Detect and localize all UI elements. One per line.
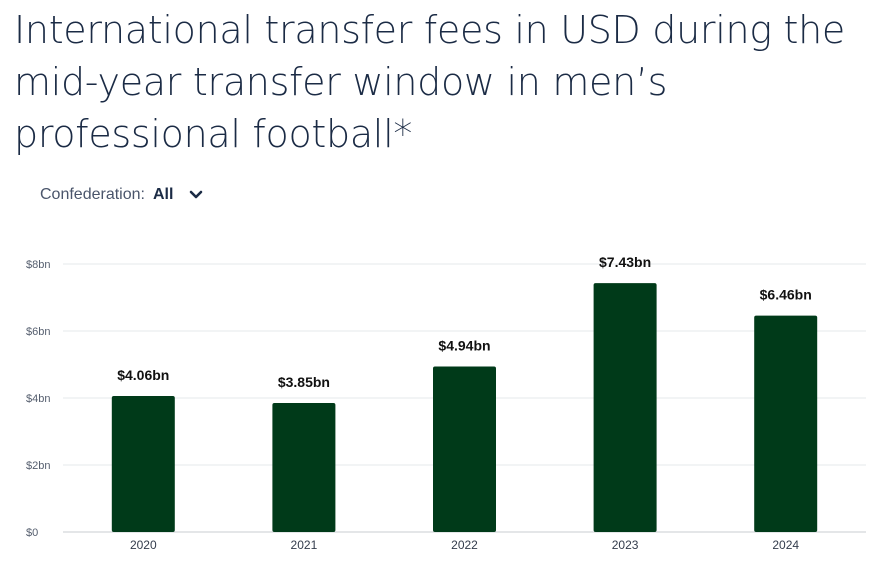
y-tick-label: $8bn [26,259,50,271]
x-tick-label: 2024 [772,538,799,552]
data-label: $4.06bn [117,367,169,383]
y-tick-label: $2bn [26,460,50,472]
bar [754,315,818,532]
x-tick-label: 2022 [451,538,478,552]
data-label: $6.46bn [760,287,812,303]
filter-label: Confederation: [40,186,145,203]
filter-value[interactable]: All [152,186,174,203]
chevron-down-icon[interactable] [189,190,203,200]
y-tick-label: $0 [26,527,38,539]
bar [433,366,496,532]
y-tick-label: $6bn [26,326,50,338]
confederation-filter[interactable]: Confederation: All [40,186,203,204]
chart-title: International transfer fees in USD durin… [14,8,845,156]
x-tick-label: 2020 [130,538,157,552]
data-label: $7.43bn [599,254,651,270]
bar [593,283,657,532]
data-label: $4.94bn [438,338,490,354]
y-tick-label: $4bn [26,393,50,405]
x-tick-label: 2021 [291,538,318,552]
bar [272,403,336,532]
bar [111,395,175,532]
data-label: $3.85bn [278,374,330,390]
x-tick-label: 2023 [612,538,639,552]
